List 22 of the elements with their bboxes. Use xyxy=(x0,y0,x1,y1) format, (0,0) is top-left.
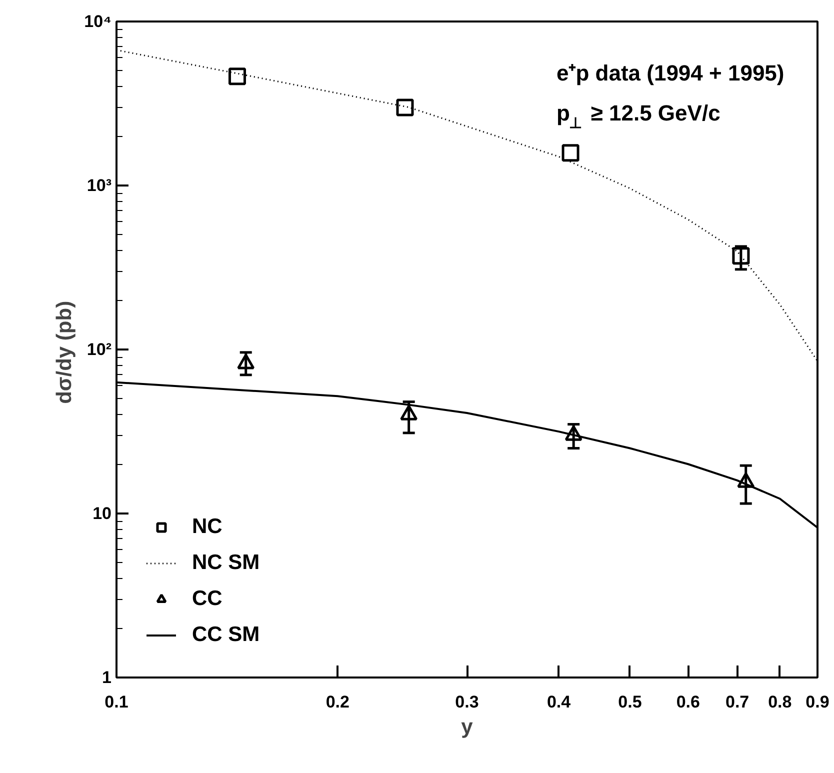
legend-label: NC xyxy=(192,515,222,539)
annotation: e⁺p data (1994 + 1995) xyxy=(556,60,784,86)
x-tick-label: 0.4 xyxy=(546,692,572,712)
y-tick-label: 10³ xyxy=(86,176,112,195)
x-tick-label: 0.5 xyxy=(618,692,642,712)
x-tick-label: 0.6 xyxy=(676,692,700,712)
y-axis-title: dσ/dy (pb) xyxy=(53,300,76,404)
legend-label: CC xyxy=(192,587,222,611)
x-tick-label: 0.7 xyxy=(726,692,750,712)
x-tick-label: 0.2 xyxy=(326,692,350,712)
x-tick-label: 0.8 xyxy=(768,692,792,712)
y-tick-label: 1 xyxy=(102,668,112,687)
legend-label: CC SM xyxy=(192,623,260,647)
y-tick-label: 10⁴ xyxy=(84,12,112,31)
x-tick-label: 0.3 xyxy=(455,692,479,712)
y-tick-label: 10² xyxy=(86,340,112,359)
annotation: p⊥ ≥ 12.5 GeV/c xyxy=(556,100,720,132)
legend-label: NC SM xyxy=(192,551,260,575)
x-tick-label: 0.1 xyxy=(104,692,128,712)
x-axis-title: y xyxy=(461,716,474,738)
y-tick-label: 10 xyxy=(92,504,112,523)
x-tick-label: 0.9 xyxy=(806,692,830,712)
